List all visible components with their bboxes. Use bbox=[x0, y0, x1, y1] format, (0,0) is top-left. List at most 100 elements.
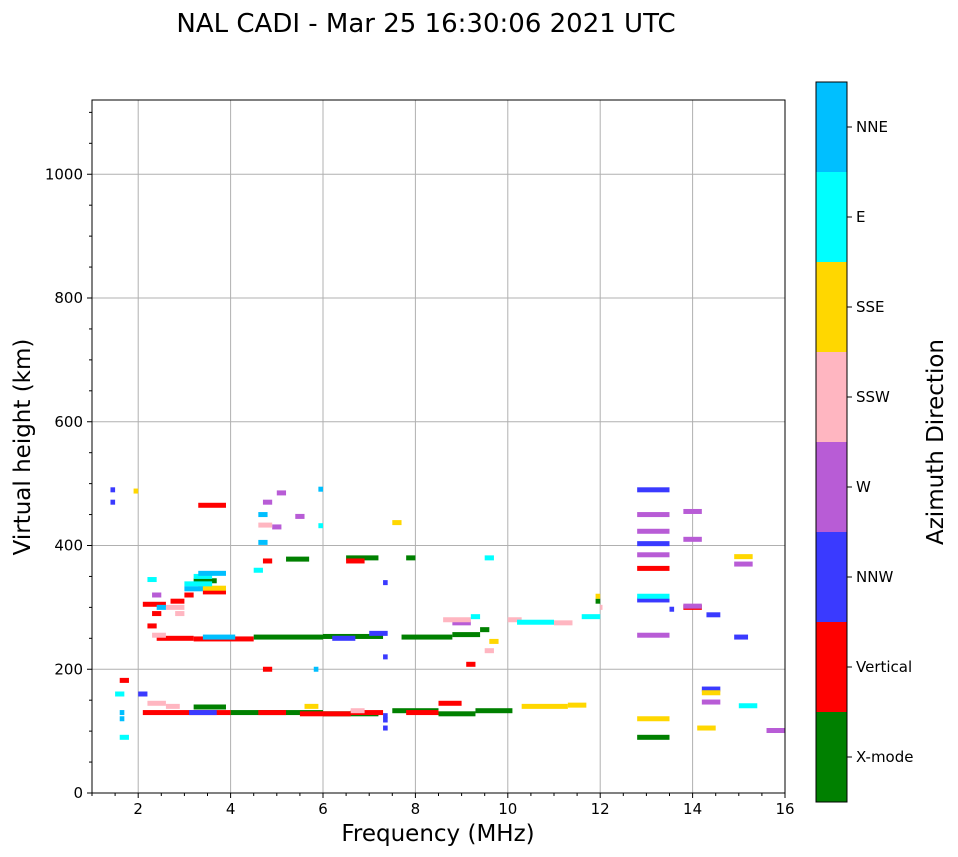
x-tick-label: 10 bbox=[498, 800, 517, 818]
echo-point bbox=[258, 539, 268, 545]
echo-point bbox=[637, 632, 670, 638]
echo-point bbox=[350, 710, 384, 716]
x-axis-label: Frequency (MHz) bbox=[341, 821, 534, 847]
echo-point bbox=[142, 710, 231, 716]
echo-point bbox=[484, 555, 494, 561]
echo-point bbox=[313, 666, 319, 672]
x-tick-label: 8 bbox=[411, 800, 421, 818]
series-sse bbox=[133, 488, 753, 731]
echo-point bbox=[392, 520, 402, 526]
series-ssw bbox=[147, 522, 603, 714]
x-tick-label: 6 bbox=[318, 800, 328, 818]
echo-point bbox=[184, 586, 203, 592]
colorbar-tick-label: W bbox=[856, 478, 871, 496]
echo-point bbox=[152, 611, 162, 617]
echo-point bbox=[637, 565, 670, 571]
echo-point bbox=[406, 555, 416, 561]
echo-point bbox=[115, 691, 125, 697]
echo-point bbox=[156, 604, 166, 610]
echo-point bbox=[701, 686, 721, 692]
echo-point bbox=[734, 561, 753, 567]
echo-point bbox=[683, 536, 702, 542]
echo-point bbox=[258, 710, 287, 716]
chart-title: NAL CADI - Mar 25 16:30:06 2021 UTC bbox=[176, 9, 675, 39]
y-tick-label: 800 bbox=[54, 289, 83, 307]
echo-point bbox=[202, 634, 236, 640]
plot-data bbox=[110, 486, 785, 740]
echo-point bbox=[189, 710, 217, 716]
echo-point bbox=[276, 490, 287, 496]
echo-point bbox=[595, 593, 601, 599]
echo-point bbox=[401, 634, 453, 640]
echo-point bbox=[452, 632, 481, 638]
colorbar-swatch bbox=[816, 712, 847, 802]
echo-point bbox=[258, 512, 268, 518]
y-tick-label: 200 bbox=[54, 660, 83, 678]
echo-point bbox=[295, 513, 305, 519]
echo-point bbox=[369, 630, 388, 636]
echo-point bbox=[350, 708, 365, 714]
echo-point bbox=[475, 708, 513, 714]
echo-point bbox=[318, 486, 323, 492]
echo-point bbox=[443, 617, 471, 623]
echo-point bbox=[766, 728, 785, 734]
colorbar-label: Azimuth Direction bbox=[923, 339, 949, 545]
echo-point bbox=[581, 614, 601, 620]
y-axis: 0 200 400 600 800 1000 bbox=[45, 111, 92, 802]
echo-point bbox=[383, 725, 388, 731]
echo-point bbox=[637, 541, 670, 547]
series-vertical bbox=[119, 502, 702, 717]
echo-point bbox=[152, 592, 162, 598]
y-tick-label: 0 bbox=[73, 784, 83, 802]
echo-point bbox=[253, 634, 323, 640]
echo-point bbox=[202, 589, 226, 595]
echo-point bbox=[198, 585, 226, 591]
echo-point bbox=[637, 487, 670, 493]
echo-point bbox=[406, 710, 439, 716]
echo-point bbox=[304, 703, 319, 709]
echo-point bbox=[119, 710, 125, 716]
echo-point bbox=[383, 654, 388, 660]
echo-point bbox=[480, 627, 490, 633]
echo-point bbox=[734, 634, 749, 640]
echo-point bbox=[470, 614, 481, 620]
echo-point bbox=[697, 725, 716, 731]
echo-point bbox=[637, 552, 670, 558]
x-tick-label: 14 bbox=[683, 800, 702, 818]
echo-point bbox=[637, 593, 670, 599]
echo-point bbox=[198, 570, 226, 576]
x-tick-label: 16 bbox=[775, 800, 794, 818]
echo-point bbox=[170, 598, 185, 604]
colorbar-swatch bbox=[816, 352, 847, 442]
echo-point bbox=[669, 606, 675, 612]
echo-point bbox=[193, 573, 213, 579]
echo-point bbox=[262, 499, 273, 505]
echo-point bbox=[318, 523, 323, 529]
echo-point bbox=[184, 581, 213, 587]
y-axis-label: Virtual height (km) bbox=[10, 339, 36, 556]
echo-point bbox=[138, 691, 148, 697]
echo-point bbox=[706, 612, 721, 618]
colorbar-tick-label: SSE bbox=[856, 298, 885, 316]
echo-point bbox=[110, 487, 116, 493]
echo-point bbox=[507, 617, 522, 623]
series-e bbox=[115, 523, 758, 740]
echo-point bbox=[452, 620, 471, 626]
series-nne bbox=[119, 486, 323, 722]
echo-point bbox=[119, 734, 129, 740]
echo-point bbox=[701, 690, 721, 696]
echo-point bbox=[272, 524, 282, 530]
echo-point bbox=[152, 632, 166, 638]
echo-point bbox=[346, 558, 365, 564]
echo-point bbox=[119, 677, 129, 683]
echo-point bbox=[383, 717, 388, 723]
echo-point bbox=[554, 620, 573, 626]
echo-point bbox=[517, 619, 554, 625]
echo-point bbox=[175, 611, 185, 617]
echo-point bbox=[184, 592, 194, 598]
echo-point bbox=[147, 700, 166, 706]
echo-point bbox=[683, 508, 702, 514]
echo-point bbox=[438, 700, 462, 706]
echo-point bbox=[567, 702, 587, 708]
